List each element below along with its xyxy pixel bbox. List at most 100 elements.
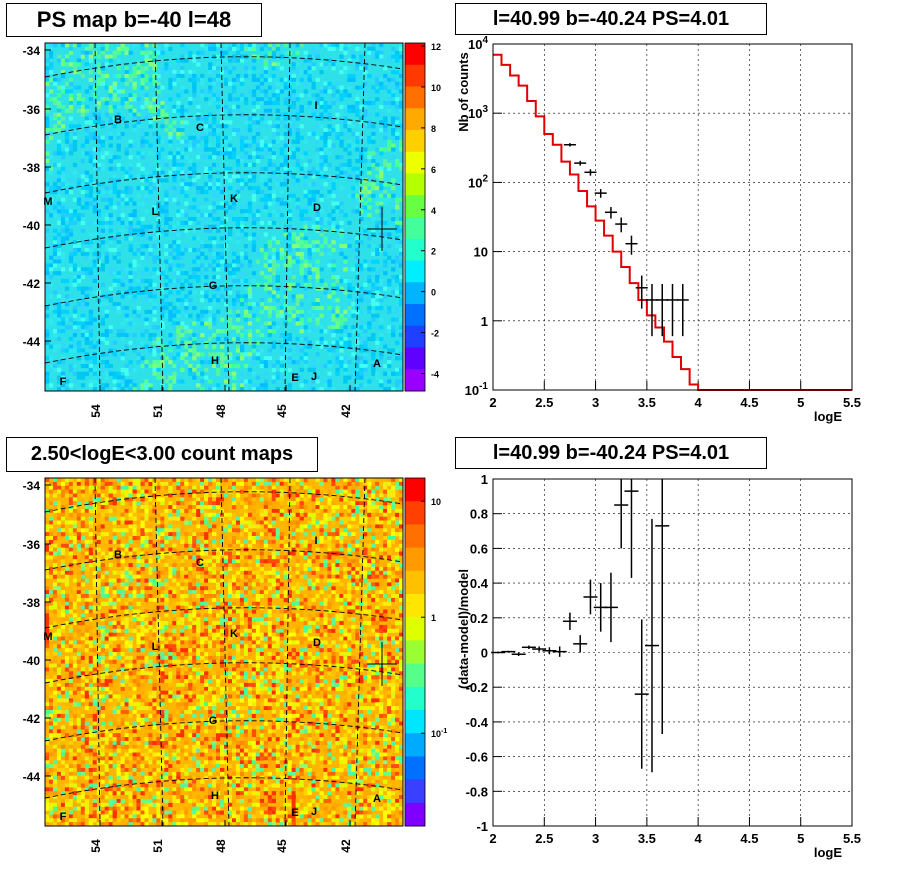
heatmap-cell xyxy=(45,70,50,75)
heatmap-cell xyxy=(224,50,229,55)
heatmap-cell xyxy=(367,166,372,171)
heatmap-cell xyxy=(315,93,320,98)
heatmap-cell xyxy=(347,128,352,133)
heatmap-cell xyxy=(148,151,153,156)
heatmap-cell xyxy=(235,356,241,361)
heatmap-cell xyxy=(299,313,304,318)
heatmap-cell xyxy=(212,97,217,102)
heatmap-cell xyxy=(208,143,213,148)
heatmap-cell xyxy=(212,317,217,322)
heatmap-cell xyxy=(220,551,225,556)
heatmap-cell xyxy=(275,178,280,183)
heatmap-cell xyxy=(283,174,288,179)
heatmap-cell xyxy=(116,520,121,525)
heatmap-cell xyxy=(68,209,74,214)
heatmap-cell xyxy=(184,497,189,502)
heatmap-cell xyxy=(68,282,74,287)
heatmap-cell xyxy=(299,294,304,299)
heatmap-cell xyxy=(359,528,364,533)
heatmap-cell xyxy=(271,516,277,521)
heatmap-cell xyxy=(136,528,141,533)
heatmap-cell xyxy=(136,286,141,291)
heatmap-cell xyxy=(52,112,58,117)
heatmap-cell xyxy=(100,151,105,156)
heatmap-cell xyxy=(343,50,348,55)
heatmap-cell xyxy=(224,536,229,541)
heatmap-cell xyxy=(156,240,161,245)
heatmap-cell xyxy=(116,516,121,521)
heatmap-cell xyxy=(72,240,78,245)
heatmap-cell xyxy=(371,367,376,372)
heatmap-cell xyxy=(255,131,261,137)
heatmap-cell xyxy=(64,551,70,556)
heatmap-cell xyxy=(192,536,197,541)
heatmap-cell xyxy=(379,43,384,48)
heatmap-cell xyxy=(263,101,269,106)
heatmap-cell xyxy=(100,481,105,487)
heatmap-cell xyxy=(88,383,94,388)
heatmap-cell xyxy=(100,501,105,506)
heatmap-cell xyxy=(291,124,296,129)
heatmap-cell xyxy=(172,120,177,125)
heatmap-cell xyxy=(295,240,300,245)
heatmap-cell xyxy=(315,220,320,226)
heatmap-cell xyxy=(335,325,340,330)
heatmap-cell xyxy=(355,62,360,67)
heatmap-cell xyxy=(156,539,161,545)
heatmap-cell xyxy=(128,321,133,326)
heatmap-cell xyxy=(275,298,280,303)
heatmap-cell xyxy=(72,139,78,144)
heatmap-cell xyxy=(152,186,157,191)
heatmap-cell xyxy=(371,85,376,90)
heatmap-cell xyxy=(116,489,121,494)
heatmap-cell xyxy=(367,259,372,264)
heatmap-cell xyxy=(208,77,213,82)
heatmap-cell xyxy=(291,360,296,365)
heatmap-cell xyxy=(371,298,376,303)
heatmap-cell xyxy=(200,77,205,82)
heatmap-cell xyxy=(367,524,372,529)
heatmap-cell xyxy=(180,178,185,183)
heatmap-cell xyxy=(212,217,217,222)
heatmap-cell xyxy=(72,275,78,280)
heatmap-cell xyxy=(275,101,280,106)
heatmap-cell xyxy=(112,371,117,376)
heatmap-cell xyxy=(339,251,344,256)
heatmap-cell xyxy=(92,505,98,510)
heatmap-cell xyxy=(108,143,113,148)
heatmap-cell xyxy=(84,321,90,326)
heatmap-cell xyxy=(231,363,237,369)
heatmap-cell xyxy=(164,120,169,125)
heatmap-cell xyxy=(343,255,348,260)
heatmap-cell xyxy=(88,516,94,521)
heatmap-cell xyxy=(343,104,348,110)
heatmap-cell xyxy=(315,271,320,276)
heatmap-cell xyxy=(259,383,265,388)
heatmap-cell xyxy=(220,220,225,226)
heatmap-cell xyxy=(311,85,316,90)
heatmap-cell xyxy=(132,340,137,345)
heatmap-cell xyxy=(347,73,352,79)
heatmap-cell xyxy=(351,302,356,307)
heatmap-cell xyxy=(184,193,189,198)
heatmap-cell xyxy=(355,371,360,376)
heatmap-cell xyxy=(64,224,70,229)
heatmap-cell xyxy=(367,336,372,342)
heatmap-cell xyxy=(212,387,217,392)
heatmap-cell xyxy=(168,501,173,506)
heatmap-cell xyxy=(271,162,277,168)
heatmap-cell xyxy=(287,383,292,388)
heatmap-cell xyxy=(104,213,109,218)
heatmap-cell xyxy=(204,489,209,494)
heatmap-cell xyxy=(363,120,368,125)
heatmap-cell xyxy=(88,539,94,545)
heatmap-cell xyxy=(208,89,213,94)
heatmap-cell xyxy=(371,159,376,164)
heatmap-cell xyxy=(291,112,296,117)
heatmap-cell xyxy=(311,367,316,372)
heatmap-cell xyxy=(287,170,292,175)
heatmap-cell xyxy=(96,228,101,233)
heatmap-cell xyxy=(172,93,177,98)
heatmap-cell xyxy=(307,73,312,79)
heatmap-cell xyxy=(319,481,324,487)
